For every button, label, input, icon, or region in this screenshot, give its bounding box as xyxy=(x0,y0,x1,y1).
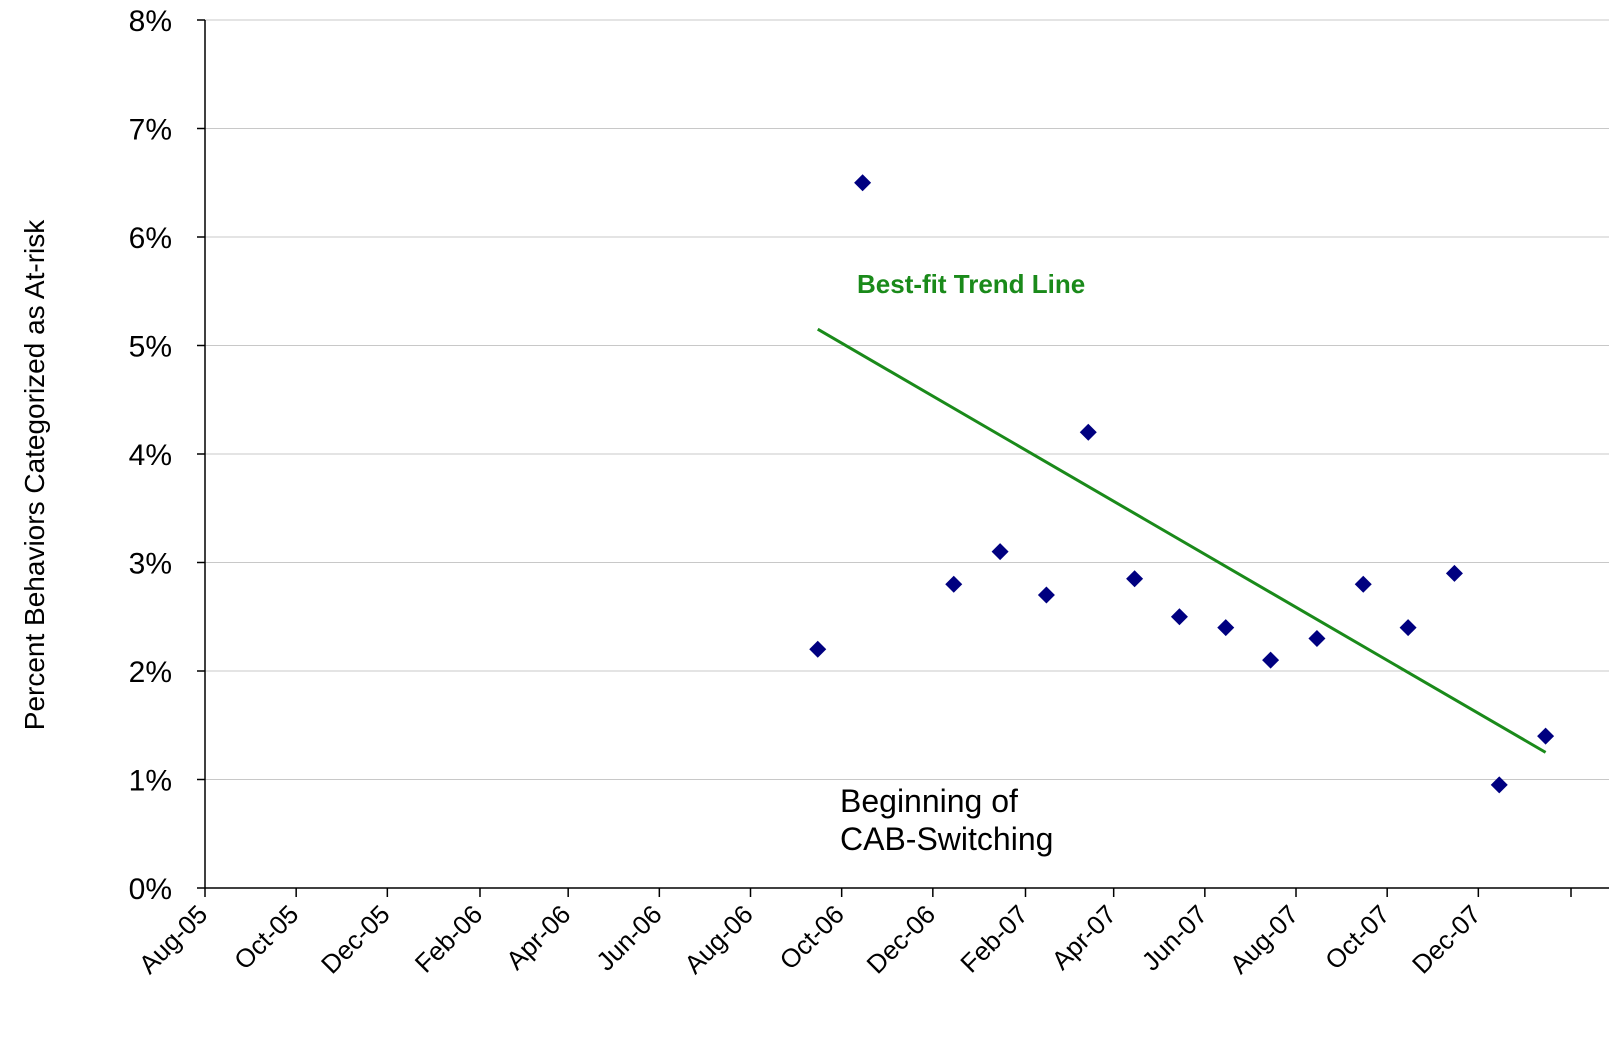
data-point xyxy=(1126,570,1144,588)
x-tick-label: Aug-05 xyxy=(133,899,213,979)
x-tick-label: Dec-06 xyxy=(861,899,941,979)
data-point xyxy=(1262,651,1280,669)
x-tick-label: Feb-07 xyxy=(954,899,1033,978)
x-tick-label: Dec-07 xyxy=(1406,899,1486,979)
data-point xyxy=(1537,727,1555,745)
data-point xyxy=(1490,776,1508,794)
x-tick-label: Aug-07 xyxy=(1224,899,1304,979)
data-point xyxy=(1308,629,1326,647)
data-point xyxy=(1445,564,1463,582)
data-point xyxy=(809,640,827,658)
data-point xyxy=(1354,575,1372,593)
trend-line-group: Best-fit Trend Line xyxy=(817,269,1547,754)
data-points xyxy=(809,174,1555,794)
x-tick-label: Feb-06 xyxy=(409,899,488,978)
x-tick-label: Oct-06 xyxy=(774,899,850,975)
y-tick-label: 4% xyxy=(129,439,172,472)
x-tick-label: Jun-07 xyxy=(1136,899,1213,976)
y-tick-label: 3% xyxy=(129,548,172,581)
x-axis-ticks: Aug-05 Oct-05 Dec-05 Feb-06 Apr-06 Jun-06 Aug-… xyxy=(133,888,1572,980)
x-tick-label: Dec-05 xyxy=(315,899,395,979)
y-axis-label: Percent Behaviors Categorized as At-risk xyxy=(19,219,50,730)
data-point xyxy=(945,575,963,593)
x-tick-label: Apr-06 xyxy=(500,899,576,975)
data-point xyxy=(1037,586,1055,604)
annotation-text: Beginning of CAB-Switching xyxy=(840,783,1053,857)
trend-line-label: Best-fit Trend Line xyxy=(857,269,1085,299)
x-tick-label: Oct-05 xyxy=(228,899,304,975)
data-point xyxy=(1170,608,1188,626)
y-tick-label: 2% xyxy=(129,656,172,689)
x-tick-label: Aug-06 xyxy=(678,899,758,979)
annotation-line: Beginning of xyxy=(840,783,1018,819)
gridlines xyxy=(205,19,1609,780)
data-point xyxy=(991,543,1009,561)
trend-line xyxy=(817,327,1547,754)
data-point xyxy=(854,174,872,192)
y-tick-label: 8% xyxy=(129,5,172,38)
y-tick-label: 0% xyxy=(129,873,172,906)
y-tick-label: 1% xyxy=(129,765,172,798)
data-point xyxy=(1399,619,1417,637)
y-tick-label: 7% xyxy=(129,114,172,147)
annotation-line: CAB-Switching xyxy=(840,821,1053,857)
y-tick-label: 5% xyxy=(129,331,172,364)
x-tick-label: Jun-06 xyxy=(590,899,667,976)
x-tick-label: Apr-07 xyxy=(1046,899,1122,975)
x-tick-label: Oct-07 xyxy=(1319,899,1395,975)
y-tick-label: 6% xyxy=(129,222,172,255)
data-point xyxy=(1217,619,1235,637)
annotations: Beginning of CAB-Switching xyxy=(840,783,1053,857)
data-point xyxy=(1079,423,1097,441)
y-axis-ticks: 0% 1% 2% 3% 4% 5% 6% 7% 8% xyxy=(129,5,205,906)
